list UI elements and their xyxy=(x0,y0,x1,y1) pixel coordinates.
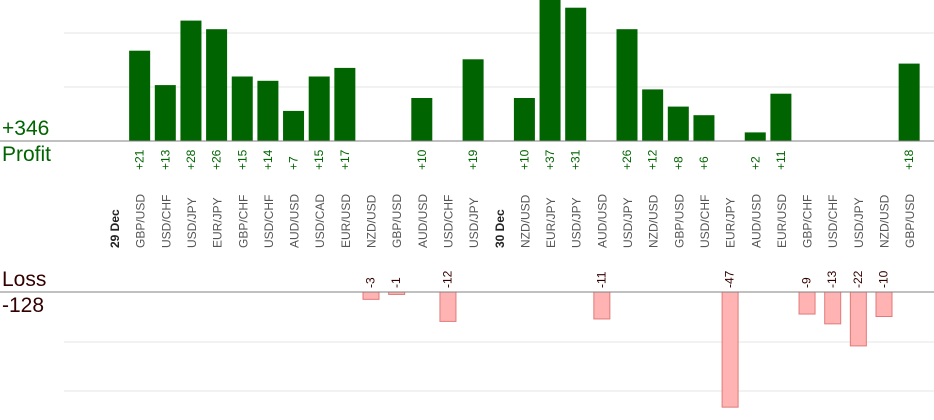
profit-bar xyxy=(283,110,305,141)
profit-bar xyxy=(308,76,330,141)
pair-label: GBP/USD xyxy=(672,194,686,248)
profit-bar xyxy=(231,76,253,141)
loss-value-label: -10 xyxy=(877,270,891,288)
profit-total: +346 xyxy=(2,117,50,140)
profit-value-label: +6 xyxy=(697,156,711,170)
pair-label: AUD/USD xyxy=(416,194,430,248)
profit-value-label: +12 xyxy=(646,149,660,170)
profit-value-label: +7 xyxy=(287,156,301,170)
pair-label: GBP/USD xyxy=(903,194,917,248)
loss-bar xyxy=(798,291,816,315)
profit-value-label: +26 xyxy=(620,149,634,170)
loss-value-label: -47 xyxy=(723,270,737,288)
loss-bar xyxy=(875,291,893,317)
profit-value-label: +11 xyxy=(774,150,788,170)
loss-bar xyxy=(439,291,457,322)
pair-label: USD/CAD xyxy=(313,194,327,248)
profit-bar xyxy=(411,98,433,141)
pair-label: EUR/USD xyxy=(339,194,353,248)
pair-label: USD/CHF xyxy=(441,195,455,248)
profit-value-label: +8 xyxy=(671,156,685,170)
pair-label: USD/JPY xyxy=(852,197,866,248)
profit-value-label: +21 xyxy=(133,149,147,170)
pair-label: EUR/JPY xyxy=(724,197,738,248)
profit-value-label: +17 xyxy=(338,149,352,170)
profit-bar xyxy=(693,115,715,141)
date-label: 29 Dec xyxy=(108,209,122,248)
pair-label: AUD/USD xyxy=(749,194,763,248)
pair-label: USD/JPY xyxy=(621,197,635,248)
pair-label: USD/CHF xyxy=(826,195,840,248)
loss-bar xyxy=(721,291,739,408)
pair-label: EUR/JPY xyxy=(544,197,558,248)
loss-total: -128 xyxy=(2,294,45,317)
profit-value-label: +14 xyxy=(261,149,275,170)
pair-label: GBP/USD xyxy=(134,194,148,248)
loss-value-label: -11 xyxy=(594,271,608,288)
profit-bar xyxy=(898,63,920,141)
profit-bar xyxy=(334,67,356,141)
pair-label: USD/CHF xyxy=(262,195,276,248)
profit-bar xyxy=(180,20,202,142)
profit-value-label: +13 xyxy=(158,149,172,170)
profit-value-label: +18 xyxy=(902,149,916,170)
profit-bar xyxy=(565,7,587,142)
profit-value-label: +28 xyxy=(184,149,198,170)
pair-label: GBP/CHF xyxy=(236,195,250,248)
profit-bar xyxy=(539,0,561,141)
profit-value-label: +31 xyxy=(569,149,583,170)
pair-label: EUR/JPY xyxy=(211,197,225,248)
loss-bar xyxy=(849,291,867,347)
profit-bar xyxy=(513,98,535,141)
profit-bar xyxy=(462,59,484,141)
profit-bar xyxy=(770,93,792,141)
pair-label: EUR/USD xyxy=(775,194,789,248)
profit-value-label: +19 xyxy=(466,149,480,170)
profit-bar xyxy=(129,50,151,142)
date-label: 30 Dec xyxy=(493,209,507,248)
loss-value-label: -3 xyxy=(364,277,378,288)
profit-value-label: +2 xyxy=(748,156,762,170)
loss-value-label: -22 xyxy=(851,270,865,288)
profit-value-label: +15 xyxy=(312,149,326,170)
profit-value-label: +37 xyxy=(543,149,557,170)
loss-bar xyxy=(362,291,380,300)
loss-label: Loss xyxy=(2,268,47,291)
pair-label: NZD/USD xyxy=(365,194,379,248)
pair-label: USD/JPY xyxy=(185,197,199,248)
loss-value-label: -12 xyxy=(440,270,454,288)
profit-bar xyxy=(257,80,279,141)
profit-bar xyxy=(744,132,766,141)
profit-bar xyxy=(616,29,638,142)
pair-label: NZD/USD xyxy=(518,194,532,248)
profit-value-label: +15 xyxy=(235,149,249,170)
loss-bar xyxy=(593,291,611,320)
pair-label: NZD/USD xyxy=(878,194,892,248)
profit-bar xyxy=(642,89,664,141)
loss-value-label: -1 xyxy=(389,277,403,288)
profit-bar xyxy=(667,106,689,141)
pair-label: USD/JPY xyxy=(570,197,584,248)
profit-label: Profit xyxy=(2,143,52,166)
pair-label: GBP/USD xyxy=(390,194,404,248)
pair-label: USD/CHF xyxy=(698,195,712,248)
pair-label: AUD/USD xyxy=(288,194,302,248)
loss-value-label: -9 xyxy=(800,277,814,288)
loss-value-label: -13 xyxy=(825,270,839,288)
pair-label: USD/JPY xyxy=(467,197,481,248)
pair-label: USD/CHF xyxy=(159,195,173,248)
pair-label: NZD/USD xyxy=(647,194,661,248)
pair-label: GBP/CHF xyxy=(801,195,815,248)
profit-value-label: +10 xyxy=(415,149,429,170)
profit-value-label: +26 xyxy=(210,149,224,170)
pair-label: AUD/USD xyxy=(595,194,609,248)
loss-bar xyxy=(824,291,842,325)
profit-bar xyxy=(206,29,228,142)
profit-bar xyxy=(154,85,176,141)
profit-value-label: +10 xyxy=(517,149,531,170)
